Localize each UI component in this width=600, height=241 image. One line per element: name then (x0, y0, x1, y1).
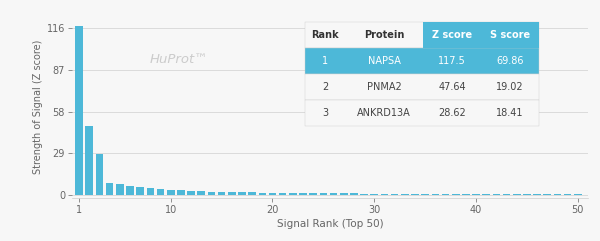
Bar (228, 192, 236, 195)
Bar (350, 194, 358, 195)
Y-axis label: Strength of Signal (Z score): Strength of Signal (Z score) (32, 40, 43, 174)
Bar (269, 193, 277, 195)
Bar (442, 194, 449, 195)
Bar (136, 187, 144, 195)
Text: 18.41: 18.41 (496, 108, 524, 118)
Bar (208, 192, 215, 195)
Bar (493, 194, 500, 195)
Text: 19.02: 19.02 (496, 82, 524, 92)
Bar (197, 191, 205, 195)
Bar (401, 194, 409, 195)
Bar (503, 194, 511, 195)
Bar (218, 192, 226, 195)
Bar (452, 194, 460, 195)
Text: 28.62: 28.62 (438, 108, 466, 118)
Bar (431, 194, 439, 195)
Bar (126, 186, 134, 195)
Bar (187, 191, 195, 195)
Bar (523, 194, 531, 195)
Bar (116, 184, 124, 195)
Text: 69.86: 69.86 (496, 56, 524, 66)
Text: 3: 3 (322, 108, 328, 118)
Bar (167, 190, 175, 195)
Bar (421, 194, 429, 195)
Text: Protein: Protein (364, 30, 404, 40)
Bar (95, 154, 103, 195)
Bar (411, 194, 419, 195)
Bar (574, 194, 581, 195)
Bar (85, 127, 93, 195)
Bar (360, 194, 368, 195)
Bar (279, 193, 286, 195)
Bar (513, 194, 521, 195)
Text: 47.64: 47.64 (438, 82, 466, 92)
Bar (330, 193, 337, 195)
Text: Z score: Z score (432, 30, 472, 40)
Text: S score: S score (490, 30, 530, 40)
Text: 1: 1 (322, 56, 328, 66)
Bar (482, 194, 490, 195)
Bar (472, 194, 480, 195)
Bar (299, 193, 307, 195)
Text: PNMA2: PNMA2 (367, 82, 401, 92)
Bar (462, 194, 470, 195)
Text: Rank: Rank (311, 30, 339, 40)
Bar (289, 193, 296, 195)
Bar (380, 194, 388, 195)
Text: HuProt™: HuProt™ (149, 53, 208, 66)
Bar (238, 192, 246, 195)
Bar (76, 26, 83, 195)
X-axis label: Signal Rank (Top 50): Signal Rank (Top 50) (277, 219, 383, 229)
Bar (564, 194, 571, 195)
Bar (320, 193, 327, 195)
Bar (248, 193, 256, 195)
Bar (157, 189, 164, 195)
Bar (370, 194, 378, 195)
Bar (544, 194, 551, 195)
Bar (554, 194, 561, 195)
Text: ANKRD13A: ANKRD13A (357, 108, 411, 118)
Bar (106, 183, 113, 195)
Bar (177, 190, 185, 195)
Bar (310, 193, 317, 195)
Bar (340, 193, 347, 195)
Bar (259, 193, 266, 195)
Text: NAPSA: NAPSA (368, 56, 400, 66)
Text: 117.5: 117.5 (438, 56, 466, 66)
Bar (533, 194, 541, 195)
Text: 2: 2 (322, 82, 328, 92)
Bar (391, 194, 398, 195)
Bar (146, 188, 154, 195)
